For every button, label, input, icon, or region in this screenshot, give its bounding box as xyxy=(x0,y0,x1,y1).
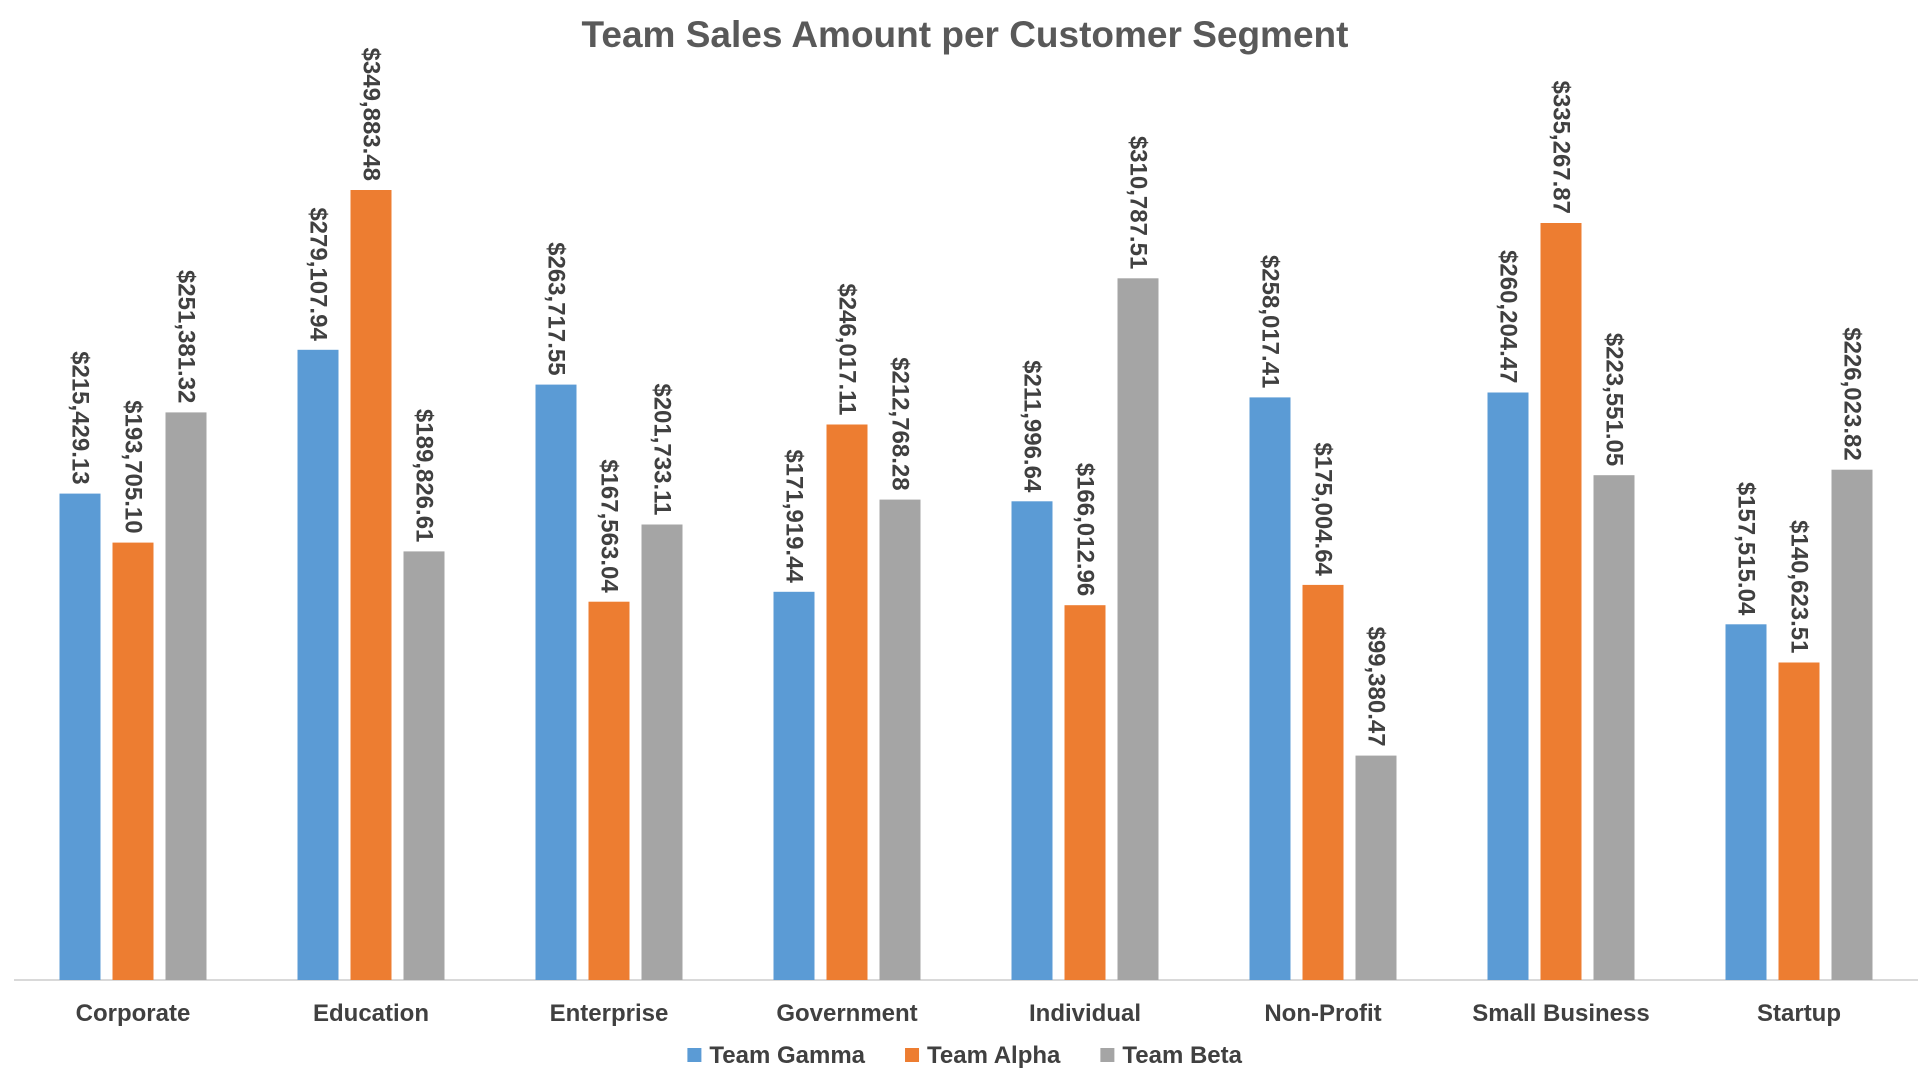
data-label-small-business-team-beta: $223,551.05 xyxy=(1601,333,1628,466)
legend[interactable]: Team Gamma Team Alpha Team Beta xyxy=(687,1042,1243,1069)
x-tick-label-corporate: Corporate xyxy=(76,1000,191,1027)
bar-small-business-team-gamma xyxy=(1487,392,1529,980)
bar-startup-team-gamma xyxy=(1725,624,1767,980)
bar-startup-team-alpha xyxy=(1778,662,1820,980)
chart-title: Team Sales Amount per Customer Segment xyxy=(582,14,1349,55)
data-label-corporate-team-beta: $251,381.32 xyxy=(173,270,200,403)
bar-individual-team-alpha xyxy=(1064,605,1106,980)
bar-enterprise-team-gamma xyxy=(535,384,577,981)
data-label-individual-team-alpha: $166,012.96 xyxy=(1072,463,1099,596)
x-tick-label-enterprise: Enterprise xyxy=(550,1000,669,1027)
data-label-startup-team-gamma: $157,515.04 xyxy=(1733,482,1760,616)
data-label-startup-team-alpha: $140,623.51 xyxy=(1786,520,1813,653)
data-label-enterprise-team-alpha: $167,563.04 xyxy=(596,459,623,593)
data-label-government-team-alpha: $246,017.11 xyxy=(834,283,861,415)
x-tick-label-small-business: Small Business xyxy=(1472,1000,1649,1027)
x-tick-label-government: Government xyxy=(776,1000,917,1027)
bar-small-business-team-alpha xyxy=(1540,223,1582,980)
x-tick-label-education: Education xyxy=(313,1000,429,1027)
data-label-small-business-team-gamma: $260,204.47 xyxy=(1495,250,1522,383)
bar-government-team-gamma xyxy=(773,591,815,980)
legend-label-team-beta: Team Beta xyxy=(1122,1042,1242,1069)
bar-small-business-team-beta xyxy=(1593,475,1635,980)
data-label-corporate-team-alpha: $193,705.10 xyxy=(120,400,147,533)
x-tick-label-startup: Startup xyxy=(1757,1000,1841,1027)
legend-item-team-alpha[interactable]: Team Alpha xyxy=(905,1042,1061,1069)
bar-education-team-beta xyxy=(403,551,445,980)
data-label-non-profit-team-alpha: $175,004.64 xyxy=(1310,442,1337,576)
x-tick-label-non-profit: Non-Profit xyxy=(1264,1000,1381,1027)
data-labels-layer: $215,429.13 $193,705.10 $251,381.32 $279,10… xyxy=(67,48,1866,747)
legend-item-team-beta[interactable]: Team Beta xyxy=(1100,1042,1243,1069)
data-label-education-team-alpha: $349,883.48 xyxy=(358,48,385,181)
data-label-enterprise-team-gamma: $263,717.55 xyxy=(543,242,570,375)
legend-label-team-gamma: Team Gamma xyxy=(709,1042,865,1069)
data-label-corporate-team-gamma: $215,429.13 xyxy=(67,351,94,484)
data-label-education-team-gamma: $279,107.94 xyxy=(305,207,332,341)
bar-government-team-alpha xyxy=(826,424,868,980)
bar-non-profit-team-beta xyxy=(1355,755,1397,980)
bar-government-team-beta xyxy=(879,499,921,980)
bar-individual-team-beta xyxy=(1117,278,1159,980)
legend-swatch-team-gamma xyxy=(687,1048,702,1062)
bar-corporate-team-alpha xyxy=(112,542,154,980)
bar-enterprise-team-beta xyxy=(641,524,683,980)
legend-swatch-team-alpha xyxy=(905,1048,920,1062)
bars-layer xyxy=(59,190,1873,981)
legend-item-team-gamma[interactable]: Team Gamma xyxy=(687,1042,866,1069)
bar-corporate-team-beta xyxy=(165,412,207,980)
data-label-individual-team-gamma: $211,996.64 xyxy=(1019,360,1046,493)
x-tick-label-individual: Individual xyxy=(1029,1000,1141,1027)
data-label-small-business-team-alpha: $335,267.87 xyxy=(1548,81,1575,214)
data-label-government-team-gamma: $171,919.44 xyxy=(781,449,808,583)
bar-enterprise-team-alpha xyxy=(588,601,630,980)
data-label-education-team-beta: $189,826.61 xyxy=(411,409,438,542)
data-label-enterprise-team-beta: $201,733.11 xyxy=(649,383,676,515)
legend-swatch-team-beta xyxy=(1100,1048,1115,1062)
x-tick-labels: Corporate Education Enterprise Government In… xyxy=(76,1000,1841,1027)
bar-non-profit-team-gamma xyxy=(1249,397,1291,980)
bar-corporate-team-gamma xyxy=(59,493,101,980)
data-label-non-profit-team-gamma: $258,017.41 xyxy=(1257,255,1284,388)
data-label-startup-team-beta: $226,023.82 xyxy=(1839,327,1866,460)
data-label-non-profit-team-beta: $99,380.47 xyxy=(1363,626,1390,746)
bar-startup-team-beta xyxy=(1831,469,1873,980)
bar-education-team-gamma xyxy=(297,349,339,980)
bar-education-team-alpha xyxy=(350,190,392,980)
data-label-individual-team-beta: $310,787.51 xyxy=(1125,136,1152,269)
legend-label-team-alpha: Team Alpha xyxy=(927,1042,1061,1069)
data-label-government-team-beta: $212,768.28 xyxy=(887,357,914,490)
bar-individual-team-gamma xyxy=(1011,501,1053,980)
bar-non-profit-team-alpha xyxy=(1302,584,1344,980)
